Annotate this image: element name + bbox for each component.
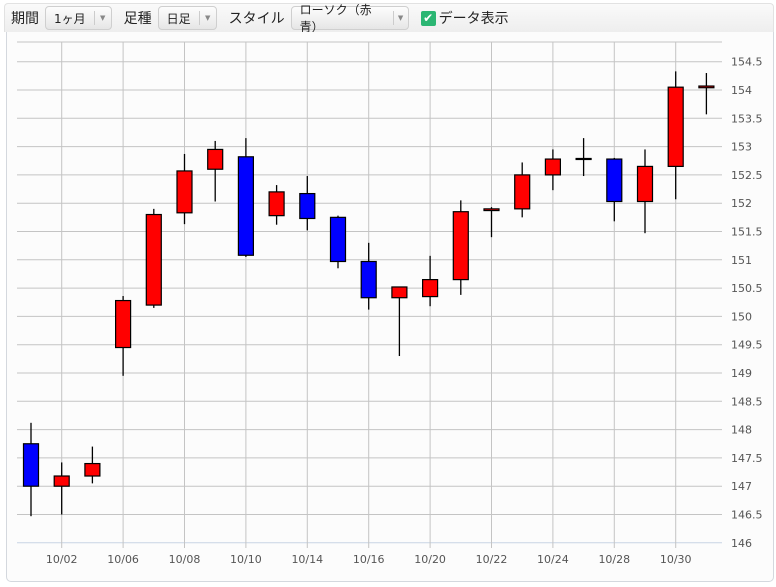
y-tick-label: 150.5 [731,282,763,295]
candle-body [299,192,316,220]
y-tick-label: 151.5 [731,226,763,239]
x-tick-label: 10/20 [414,553,446,566]
candle-body [114,299,132,349]
candle-body [329,216,347,263]
candle-10-14 [299,176,316,231]
candle-10-06 [114,296,132,376]
candle-body [53,475,70,487]
chart-panel [6,32,774,582]
candle-10-29 [636,149,654,234]
y-tick-label: 147.5 [731,452,763,465]
candle-10-21 [452,200,469,295]
candle-10-07 [145,208,162,308]
y-tick-label: 150 [731,310,752,323]
candle-body [422,279,439,298]
candle-body [452,211,469,281]
data-display-label[interactable]: データ表示 [438,11,509,27]
style-label: スタイル [228,11,285,27]
candle-10-30 [667,71,684,200]
bar-type-select[interactable]: 日足 ▼ [157,6,217,30]
candle-10-27 [575,138,592,177]
candle-body [606,158,623,203]
y-tick-label: 146.5 [731,509,763,522]
candle-10-02 [53,462,70,515]
candle-body [636,165,654,203]
candle-body [575,157,592,161]
y-tick-label: 149 [731,367,752,380]
candle-10-20 [422,255,439,307]
x-tick-label: 10/22 [476,553,508,566]
period-select[interactable]: 1ヶ月 ▼ [45,6,112,30]
y-tick-label: 152.5 [731,169,763,182]
candle-body [483,208,500,212]
x-tick-label: 10/02 [46,553,78,566]
candle-body [22,443,40,487]
chevron-down-icon: ▼ [198,11,216,25]
y-tick-label: 154.5 [731,56,763,69]
x-tick-label: 10/06 [107,553,139,566]
candle-body [544,158,562,176]
candle-body [237,156,254,256]
candle-10-13 [268,185,285,225]
bar-type-value: 日足 [166,11,191,26]
x-tick-label: 10/08 [169,553,201,566]
y-tick-label: 146 [731,537,752,550]
candle-body [84,462,101,477]
style-value: ローソク（赤青） [299,3,372,34]
x-tick-label: 10/16 [353,553,385,566]
candle-body [514,174,531,210]
y-tick-label: 153.5 [731,112,763,125]
candle-10-23 [514,162,531,218]
candle-10-22 [483,207,500,238]
y-tick-label: 149.5 [731,339,763,352]
y-tick-label: 148 [731,424,752,437]
candle-body [667,86,684,168]
toolbar: 期間 1ヶ月 ▼ 足種 日足 ▼ スタイル ローソク（赤青） ▼ ✔ データ表示 [4,3,774,34]
y-tick-label: 153 [731,141,752,154]
candle-10-03 [84,446,101,484]
y-tick-label: 151 [731,254,752,267]
candle-10-24 [544,149,562,191]
candle-10-10 [237,138,254,257]
candle-body [176,170,193,214]
candle-body [698,85,715,89]
candle-body [391,286,408,299]
candle-body [207,148,224,170]
candle-10-16 [360,242,377,310]
x-tick-label: 10/10 [230,553,262,566]
candle-10-28 [606,157,623,222]
x-tick-label: 10/30 [660,553,692,566]
style-select[interactable]: ローソク（赤青） ▼ [290,3,409,34]
period-label: 期間 [11,11,39,27]
period-value: 1ヶ月 [54,11,86,26]
candle-body [360,260,377,299]
x-tick-label: 10/24 [537,553,569,566]
y-tick-label: 148.5 [731,395,763,408]
chevron-down-icon: ▼ [392,11,408,25]
x-tick-label: 10/14 [291,553,323,566]
chevron-down-icon: ▼ [93,11,111,25]
candle-10-09 [207,140,224,202]
candle-10-17 [391,286,408,357]
y-tick-label: 154 [731,84,752,97]
candle-body [145,213,162,306]
candle-10-31 [698,73,715,115]
bar-type-label: 足種 [123,11,152,27]
data-display-checkbox[interactable]: ✔ [420,10,436,26]
x-tick-label: 10/28 [598,553,630,566]
candle-10-08 [176,153,193,225]
candle-10-01 [22,422,40,517]
candle-10-15 [329,215,347,269]
y-tick-label: 152 [731,197,752,210]
y-tick-label: 147 [731,480,752,493]
candle-body [268,191,285,217]
